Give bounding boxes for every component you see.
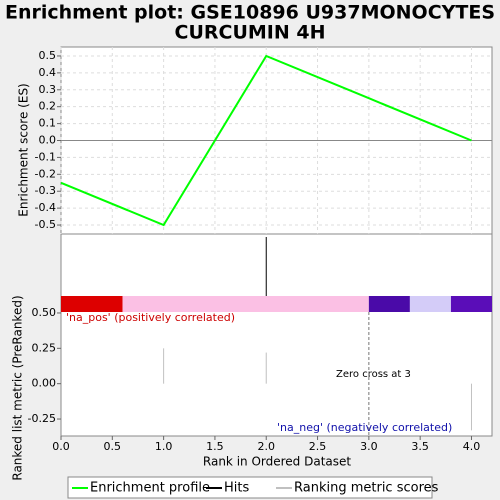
y-tick-label: -0.1 (35, 150, 56, 163)
color-bar-segment (450, 296, 492, 312)
chart-title: Enrichment plot: GSE10896 U937MONOCYTES (5, 2, 495, 24)
zero-cross-label: Zero cross at 3 (336, 369, 411, 380)
x-tick-label: 0.5 (104, 440, 122, 453)
y-tick-label: -0.5 (35, 218, 56, 231)
y-tick-label: 0.5 (39, 49, 57, 62)
x-axis-label: Rank in Ordered Dataset (203, 455, 351, 469)
y-tick-label: -0.25 (28, 412, 56, 425)
legend-label: Enrichment profile (90, 481, 210, 496)
x-tick-label: 3.5 (411, 440, 429, 453)
chart-title: CURCUMIN 4H (175, 22, 326, 44)
y-tick-label: 0.3 (39, 83, 57, 96)
y-tick-label: 0.0 (39, 134, 57, 147)
x-tick-label: 3.0 (360, 440, 378, 453)
legend (67, 476, 433, 499)
y-tick-label: 0.50 (32, 306, 57, 319)
x-tick-label: 2.0 (257, 440, 275, 453)
x-tick-label: 1.0 (155, 440, 173, 453)
color-bar-segment (409, 296, 451, 312)
y-tick-label: 0.1 (39, 117, 57, 130)
y-tick-label: -0.4 (35, 201, 56, 214)
y-tick-label: 0.2 (39, 100, 57, 113)
color-bar-segment (61, 296, 123, 312)
x-tick-label: 2.5 (309, 440, 327, 453)
enrichment-line (60, 54, 472, 227)
legend-label: Hits (224, 481, 249, 496)
y-tick-label: 0.25 (32, 341, 57, 354)
x-tick-label: 0.0 (52, 440, 70, 453)
y-tick-label: -0.2 (35, 167, 56, 180)
y-tick-label: 0.00 (32, 377, 57, 390)
color-bar-segment (368, 296, 410, 312)
x-tick-label: 4.0 (463, 440, 481, 453)
legend-label: Ranking metric scores (294, 481, 439, 496)
plot-area (60, 233, 493, 437)
y-tick-label: 0.4 (39, 66, 57, 79)
neg-label: 'na_neg' (negatively correlated) (277, 421, 452, 434)
y-axis-label: Ranked list metric (PreRanked) (11, 295, 25, 480)
color-bar-segment (122, 296, 369, 312)
y-tick-label: -0.3 (35, 184, 56, 197)
pos-label: 'na_pos' (positively correlated) (66, 311, 235, 324)
x-tick-label: 1.5 (206, 440, 224, 453)
y-axis-label: Enrichment score (ES) (17, 83, 31, 216)
